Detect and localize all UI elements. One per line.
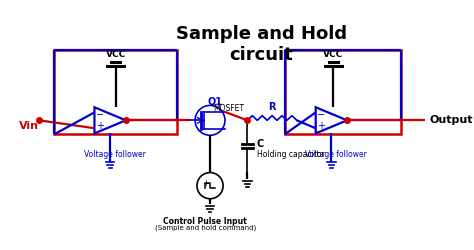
Text: Voltage follower: Voltage follower xyxy=(84,150,146,159)
Text: −: − xyxy=(317,110,325,120)
Text: Q1: Q1 xyxy=(207,97,222,107)
Text: +: + xyxy=(317,120,325,130)
Text: VCC: VCC xyxy=(323,50,343,59)
Text: +: + xyxy=(202,179,209,188)
Text: Vin: Vin xyxy=(18,121,39,131)
Text: MOSFET: MOSFET xyxy=(213,104,244,112)
Text: Output: Output xyxy=(429,115,473,125)
Bar xyxy=(285,50,401,134)
Bar xyxy=(54,50,177,134)
Text: −: − xyxy=(96,110,104,120)
Text: Voltage follower: Voltage follower xyxy=(305,150,367,159)
Text: Sample and Hold
circuit: Sample and Hold circuit xyxy=(176,25,347,64)
Text: R: R xyxy=(268,102,276,112)
Text: Control Pulse Input: Control Pulse Input xyxy=(164,218,247,226)
Text: VCC: VCC xyxy=(106,50,126,59)
Text: C: C xyxy=(257,139,264,149)
Text: +: + xyxy=(96,120,104,130)
Text: (Sample and hold command): (Sample and hold command) xyxy=(155,225,256,232)
Text: Holding capacitor: Holding capacitor xyxy=(257,150,325,159)
